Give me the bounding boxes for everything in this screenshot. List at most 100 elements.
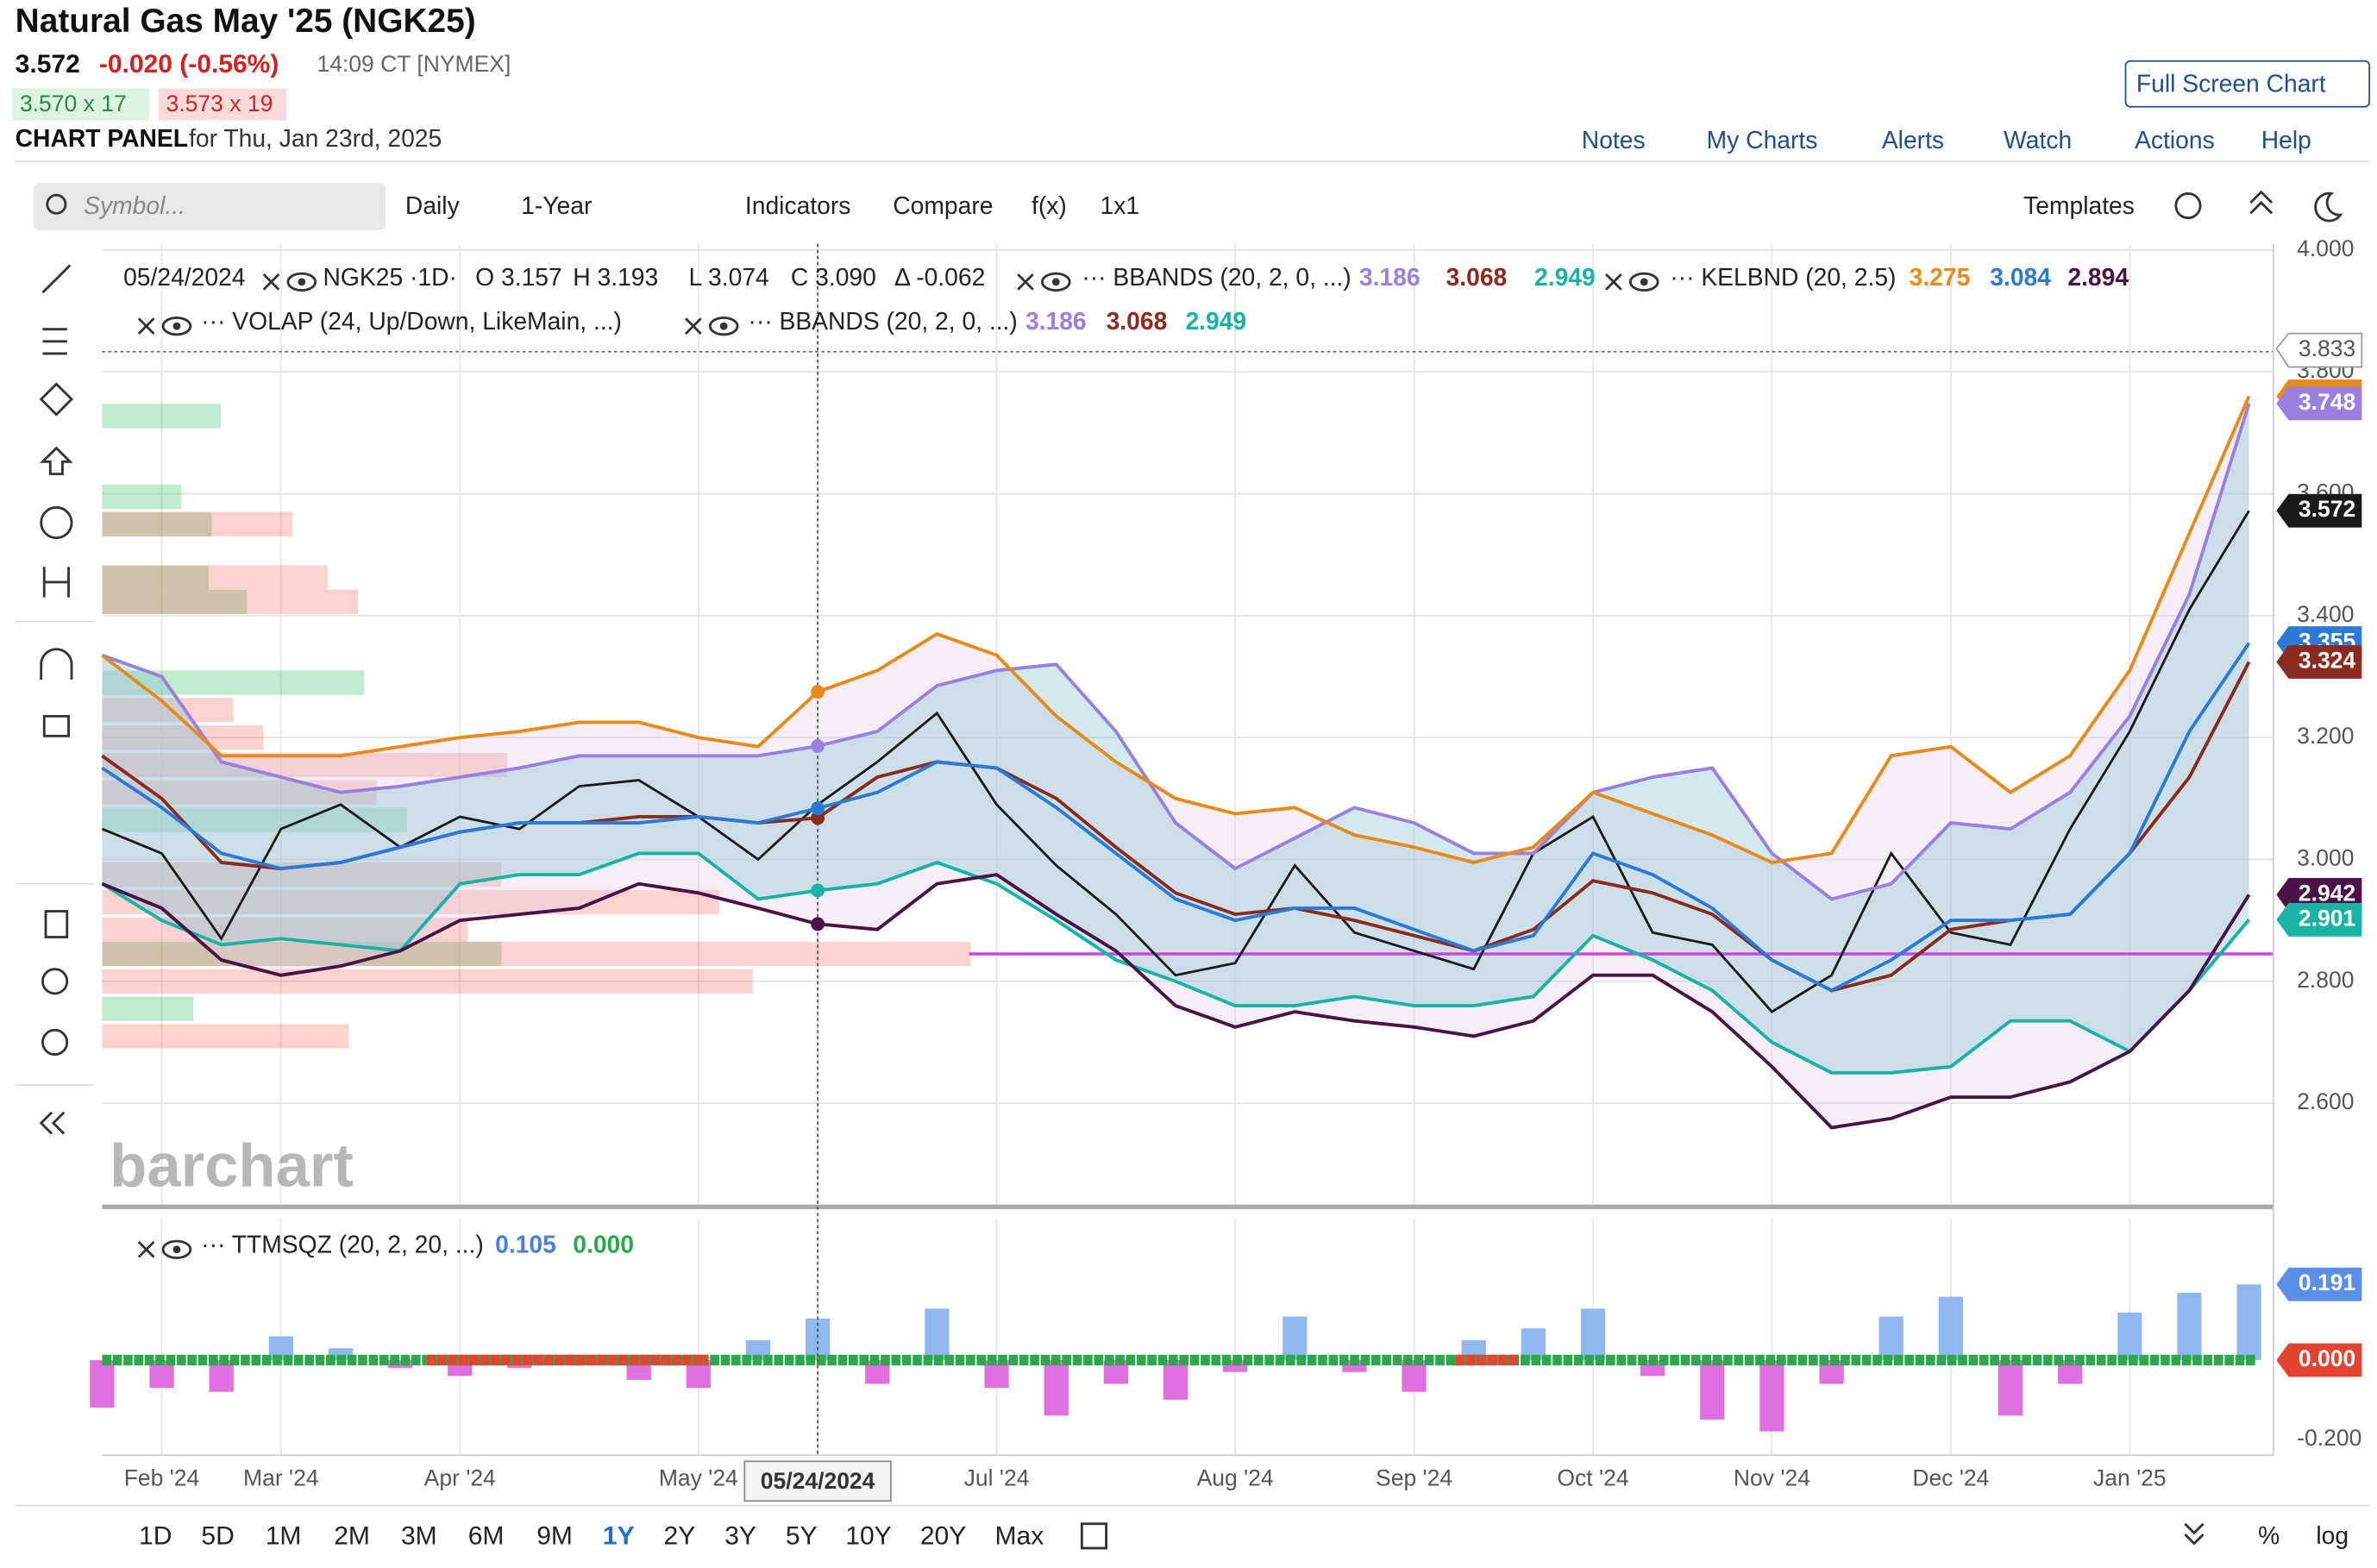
tool-magnet[interactable]: [40, 648, 73, 680]
theme-icon[interactable]: [2314, 191, 2343, 223]
y-tick-label: 2.800: [2297, 967, 2354, 993]
remove-icon[interactable]: [685, 317, 702, 335]
toolbar-item[interactable]: 1x1: [1101, 191, 1140, 219]
toolbar-item[interactable]: Compare: [893, 191, 993, 219]
settings-icon[interactable]: [2174, 192, 2202, 220]
range-button[interactable]: 1Y: [603, 1522, 635, 1551]
symbol-search[interactable]: [33, 183, 386, 230]
momentum-bar: [1044, 1359, 1069, 1416]
quote-time: 14:09 CT [NYMEX]: [317, 51, 511, 77]
visibility-icon[interactable]: [161, 316, 192, 336]
last-price: 3.572: [16, 50, 80, 78]
header-link[interactable]: Watch: [2004, 126, 2072, 154]
tool-zoom-in[interactable]: [41, 968, 69, 995]
momentum-bar: [2117, 1312, 2142, 1360]
header-link[interactable]: My Charts: [1707, 126, 1818, 154]
tool-number[interactable]: [40, 505, 73, 540]
range-button[interactable]: 1M: [266, 1522, 302, 1551]
price-change: -0.020 (-0.56%): [99, 50, 279, 78]
range-button[interactable]: 2M: [334, 1522, 370, 1551]
tool-collapse[interactable]: [39, 1111, 66, 1135]
toolbar-item[interactable]: 1-Year: [521, 191, 592, 219]
range-button[interactable]: 1D: [139, 1522, 172, 1551]
header-link[interactable]: Actions: [2135, 126, 2215, 154]
tool-arrow[interactable]: [40, 446, 73, 475]
visibility-icon[interactable]: [1640, 278, 1648, 286]
toolbar-item[interactable]: Daily: [405, 191, 461, 219]
volume-profile: [102, 404, 222, 429]
visibility-icon[interactable]: [1051, 278, 1060, 286]
calendar-icon[interactable]: [1080, 1522, 1108, 1550]
visibility-icon[interactable]: [161, 1239, 192, 1259]
tool-line[interactable]: [41, 264, 72, 294]
header-link[interactable]: Notes: [1582, 126, 1646, 154]
momentum-bar: [1759, 1359, 1784, 1432]
legend-item: ··· VOLAP (24, Up/Down, LikeMain, ...): [201, 307, 622, 335]
visibility-icon[interactable]: [1040, 272, 1071, 292]
x-tick-label: Aug '24: [1197, 1465, 1274, 1490]
full-screen-label[interactable]: Full Screen Chart: [2136, 69, 2326, 97]
legend-item: 3.186: [1359, 263, 1421, 291]
y-tick-label: 3.200: [2297, 723, 2354, 749]
remove-icon[interactable]: [262, 273, 280, 291]
legend-item: O 3.157: [475, 263, 562, 291]
tool-shape[interactable]: [39, 382, 74, 417]
range-button[interactable]: 2Y: [664, 1522, 696, 1551]
volume-profile: [102, 996, 194, 1021]
momentum-bar: [1580, 1308, 1606, 1360]
templates[interactable]: Templates: [2023, 191, 2135, 219]
range-button[interactable]: 9M: [536, 1522, 573, 1551]
range-button[interactable]: 20Y: [920, 1522, 966, 1551]
visibility-icon[interactable]: [172, 322, 181, 330]
visibility-icon[interactable]: [708, 316, 739, 336]
range-button[interactable]: 5Y: [786, 1522, 818, 1551]
y-tick-label: 4.000: [2297, 235, 2354, 261]
visibility-icon[interactable]: [286, 272, 317, 292]
collapse-icon[interactable]: [2249, 190, 2274, 215]
visibility-icon[interactable]: [719, 322, 728, 330]
toolbar-item[interactable]: Indicators: [745, 191, 850, 219]
crosshair-date: 05/24/2024: [761, 1468, 875, 1494]
x-tick-label: Mar '24: [243, 1465, 319, 1490]
legend-item: 3.068: [1107, 307, 1168, 335]
symbol-placeholder[interactable]: Symbol...: [84, 191, 185, 219]
remove-icon[interactable]: [137, 317, 155, 335]
last-tag: [2276, 1267, 2362, 1301]
range-button[interactable]: 5D: [201, 1522, 234, 1551]
tool-icons: [39, 264, 74, 1135]
remove-icon[interactable]: [1605, 273, 1622, 291]
remove-icon[interactable]: [137, 1240, 155, 1258]
panel-label: CHART PANEL: [16, 124, 188, 152]
last-tag-label: 3.748: [2299, 389, 2355, 415]
range-button[interactable]: 3M: [401, 1522, 437, 1551]
tool-zoom-out[interactable]: [41, 1028, 69, 1056]
volume-profile: [102, 969, 753, 994]
tool-delete[interactable]: [44, 910, 69, 938]
crosshair-dot: [811, 883, 825, 898]
search-icon: [46, 193, 67, 215]
bid-box: [12, 88, 150, 121]
range-button[interactable]: 3Y: [724, 1522, 756, 1551]
y-tick-label: 3.000: [2297, 844, 2354, 870]
visibility-icon[interactable]: [172, 1245, 181, 1254]
tool-lock[interactable]: [42, 714, 70, 737]
tool-fib[interactable]: [42, 328, 67, 355]
crosshair-dot: [811, 685, 825, 699]
full-screen-button[interactable]: [2124, 60, 2371, 108]
range-button[interactable]: Max: [995, 1522, 1044, 1551]
visibility-icon[interactable]: [298, 278, 306, 286]
percent-toggle[interactable]: %: [2258, 1521, 2280, 1549]
range-button[interactable]: 6M: [468, 1522, 505, 1551]
remove-icon[interactable]: [1017, 273, 1034, 291]
y-tick-label: -0.200: [2297, 1425, 2361, 1451]
header-link[interactable]: Alerts: [1882, 126, 1944, 154]
toolbar-item[interactable]: f(x): [1032, 191, 1067, 219]
visibility-icon[interactable]: [1628, 272, 1659, 292]
header-link[interactable]: Help: [2261, 126, 2311, 154]
tool-measure[interactable]: [42, 567, 70, 598]
range-button[interactable]: 10Y: [845, 1522, 891, 1551]
indicator-line: [101, 395, 2251, 864]
expand-icon[interactable]: [2184, 1522, 2205, 1546]
log-toggle[interactable]: log: [2316, 1521, 2349, 1549]
legend-item: NGK25 ·1D·: [323, 263, 457, 291]
